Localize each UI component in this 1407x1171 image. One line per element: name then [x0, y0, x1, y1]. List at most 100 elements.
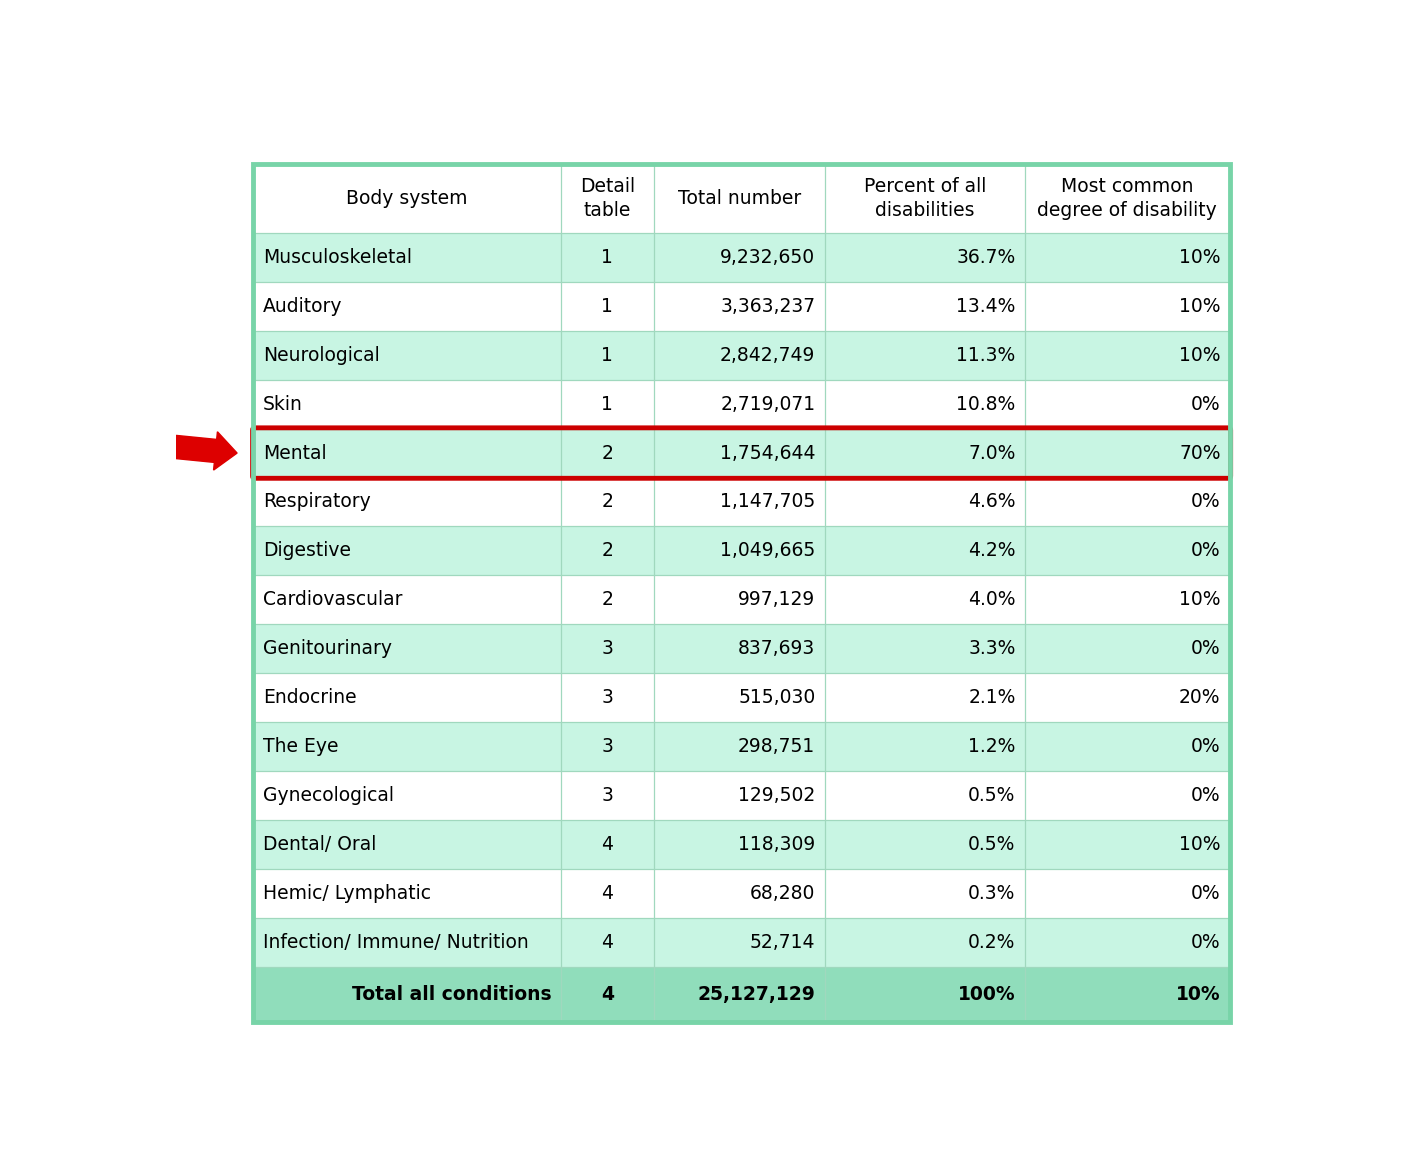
Text: 7.0%: 7.0% — [968, 444, 1016, 463]
Text: 0%: 0% — [1190, 493, 1221, 512]
Bar — [253, 624, 1230, 673]
Text: 4: 4 — [601, 835, 613, 854]
Text: 129,502: 129,502 — [739, 786, 815, 804]
Text: 100%: 100% — [958, 985, 1016, 1004]
Text: Genitourinary: Genitourinary — [263, 639, 391, 658]
Bar — [253, 771, 1230, 820]
Text: 1,049,665: 1,049,665 — [720, 541, 815, 561]
Text: 4.0%: 4.0% — [968, 590, 1016, 609]
Text: 2: 2 — [601, 541, 613, 561]
Text: Cardiovascular: Cardiovascular — [263, 590, 402, 609]
Text: Neurological: Neurological — [263, 345, 380, 364]
Text: 52,714: 52,714 — [750, 933, 815, 952]
Bar — [253, 723, 1230, 771]
Text: 3,363,237: 3,363,237 — [720, 296, 815, 316]
Text: 0%: 0% — [1190, 737, 1221, 756]
Text: 10%: 10% — [1176, 985, 1221, 1004]
Text: 0.3%: 0.3% — [968, 884, 1016, 903]
Bar — [253, 282, 1230, 330]
Bar — [253, 673, 1230, 723]
Bar — [253, 869, 1230, 918]
Text: 0.2%: 0.2% — [968, 933, 1016, 952]
Text: Dental/ Oral: Dental/ Oral — [263, 835, 376, 854]
Bar — [253, 918, 1230, 967]
Text: 837,693: 837,693 — [739, 639, 815, 658]
Text: 1: 1 — [601, 395, 613, 413]
Text: 1: 1 — [601, 345, 613, 364]
Text: Infection/ Immune/ Nutrition: Infection/ Immune/ Nutrition — [263, 933, 529, 952]
Bar — [253, 820, 1230, 869]
Text: 3: 3 — [601, 737, 613, 756]
Text: 1,147,705: 1,147,705 — [720, 493, 815, 512]
Bar — [253, 527, 1230, 575]
Text: Detail
table: Detail table — [580, 177, 635, 219]
Text: 10%: 10% — [1179, 590, 1221, 609]
Bar — [253, 379, 1230, 429]
Text: Digestive: Digestive — [263, 541, 350, 561]
Text: Auditory: Auditory — [263, 296, 342, 316]
Text: Most common
degree of disability: Most common degree of disability — [1037, 177, 1217, 219]
Text: 0%: 0% — [1190, 639, 1221, 658]
Text: Total number: Total number — [678, 189, 801, 207]
Text: 10%: 10% — [1179, 296, 1221, 316]
Bar — [253, 967, 1230, 1022]
Text: 515,030: 515,030 — [739, 689, 815, 707]
Text: 25,127,129: 25,127,129 — [698, 985, 815, 1004]
Bar — [253, 233, 1230, 282]
Text: 0.5%: 0.5% — [968, 786, 1016, 804]
Text: 68,280: 68,280 — [750, 884, 815, 903]
Text: 4.6%: 4.6% — [968, 493, 1016, 512]
Text: 0%: 0% — [1190, 884, 1221, 903]
Text: 997,129: 997,129 — [739, 590, 815, 609]
Bar — [253, 478, 1230, 527]
Bar — [253, 164, 1230, 233]
Text: 0%: 0% — [1190, 933, 1221, 952]
Text: Hemic/ Lymphatic: Hemic/ Lymphatic — [263, 884, 431, 903]
Text: Gynecological: Gynecological — [263, 786, 394, 804]
Text: 1.2%: 1.2% — [968, 737, 1016, 756]
Text: 10%: 10% — [1179, 248, 1221, 267]
Bar — [253, 575, 1230, 624]
Text: Total all conditions: Total all conditions — [352, 985, 552, 1004]
Text: 2,719,071: 2,719,071 — [720, 395, 815, 413]
Text: 118,309: 118,309 — [739, 835, 815, 854]
Text: 10%: 10% — [1179, 345, 1221, 364]
Text: 2.1%: 2.1% — [968, 689, 1016, 707]
Text: Musculoskeletal: Musculoskeletal — [263, 248, 412, 267]
Text: 2: 2 — [601, 444, 613, 463]
Text: 298,751: 298,751 — [739, 737, 815, 756]
Text: 3: 3 — [601, 689, 613, 707]
Text: 0%: 0% — [1190, 786, 1221, 804]
Text: Respiratory: Respiratory — [263, 493, 370, 512]
Text: 4: 4 — [601, 884, 613, 903]
FancyArrow shape — [174, 432, 238, 470]
Bar — [253, 164, 1230, 1022]
Text: Mental: Mental — [263, 444, 326, 463]
Text: 70%: 70% — [1179, 444, 1221, 463]
Text: The Eye: The Eye — [263, 737, 338, 756]
Text: 2: 2 — [601, 590, 613, 609]
Text: Skin: Skin — [263, 395, 303, 413]
Text: 10%: 10% — [1179, 835, 1221, 854]
Text: 4: 4 — [601, 985, 613, 1004]
Text: 9,232,650: 9,232,650 — [720, 248, 815, 267]
Text: 0.5%: 0.5% — [968, 835, 1016, 854]
Text: 4.2%: 4.2% — [968, 541, 1016, 561]
Text: 20%: 20% — [1179, 689, 1221, 707]
Text: 1: 1 — [601, 248, 613, 267]
Text: 13.4%: 13.4% — [957, 296, 1016, 316]
Text: 2: 2 — [601, 493, 613, 512]
Text: 10.8%: 10.8% — [957, 395, 1016, 413]
Text: 0%: 0% — [1190, 395, 1221, 413]
Text: 36.7%: 36.7% — [957, 248, 1016, 267]
Text: Endocrine: Endocrine — [263, 689, 356, 707]
Text: 0%: 0% — [1190, 541, 1221, 561]
Text: 1,754,644: 1,754,644 — [720, 444, 815, 463]
Text: 11.3%: 11.3% — [957, 345, 1016, 364]
Text: 3: 3 — [601, 639, 613, 658]
Text: Body system: Body system — [346, 189, 469, 207]
Text: 2,842,749: 2,842,749 — [720, 345, 815, 364]
Text: 1: 1 — [601, 296, 613, 316]
Text: 3.3%: 3.3% — [968, 639, 1016, 658]
Text: 3: 3 — [601, 786, 613, 804]
